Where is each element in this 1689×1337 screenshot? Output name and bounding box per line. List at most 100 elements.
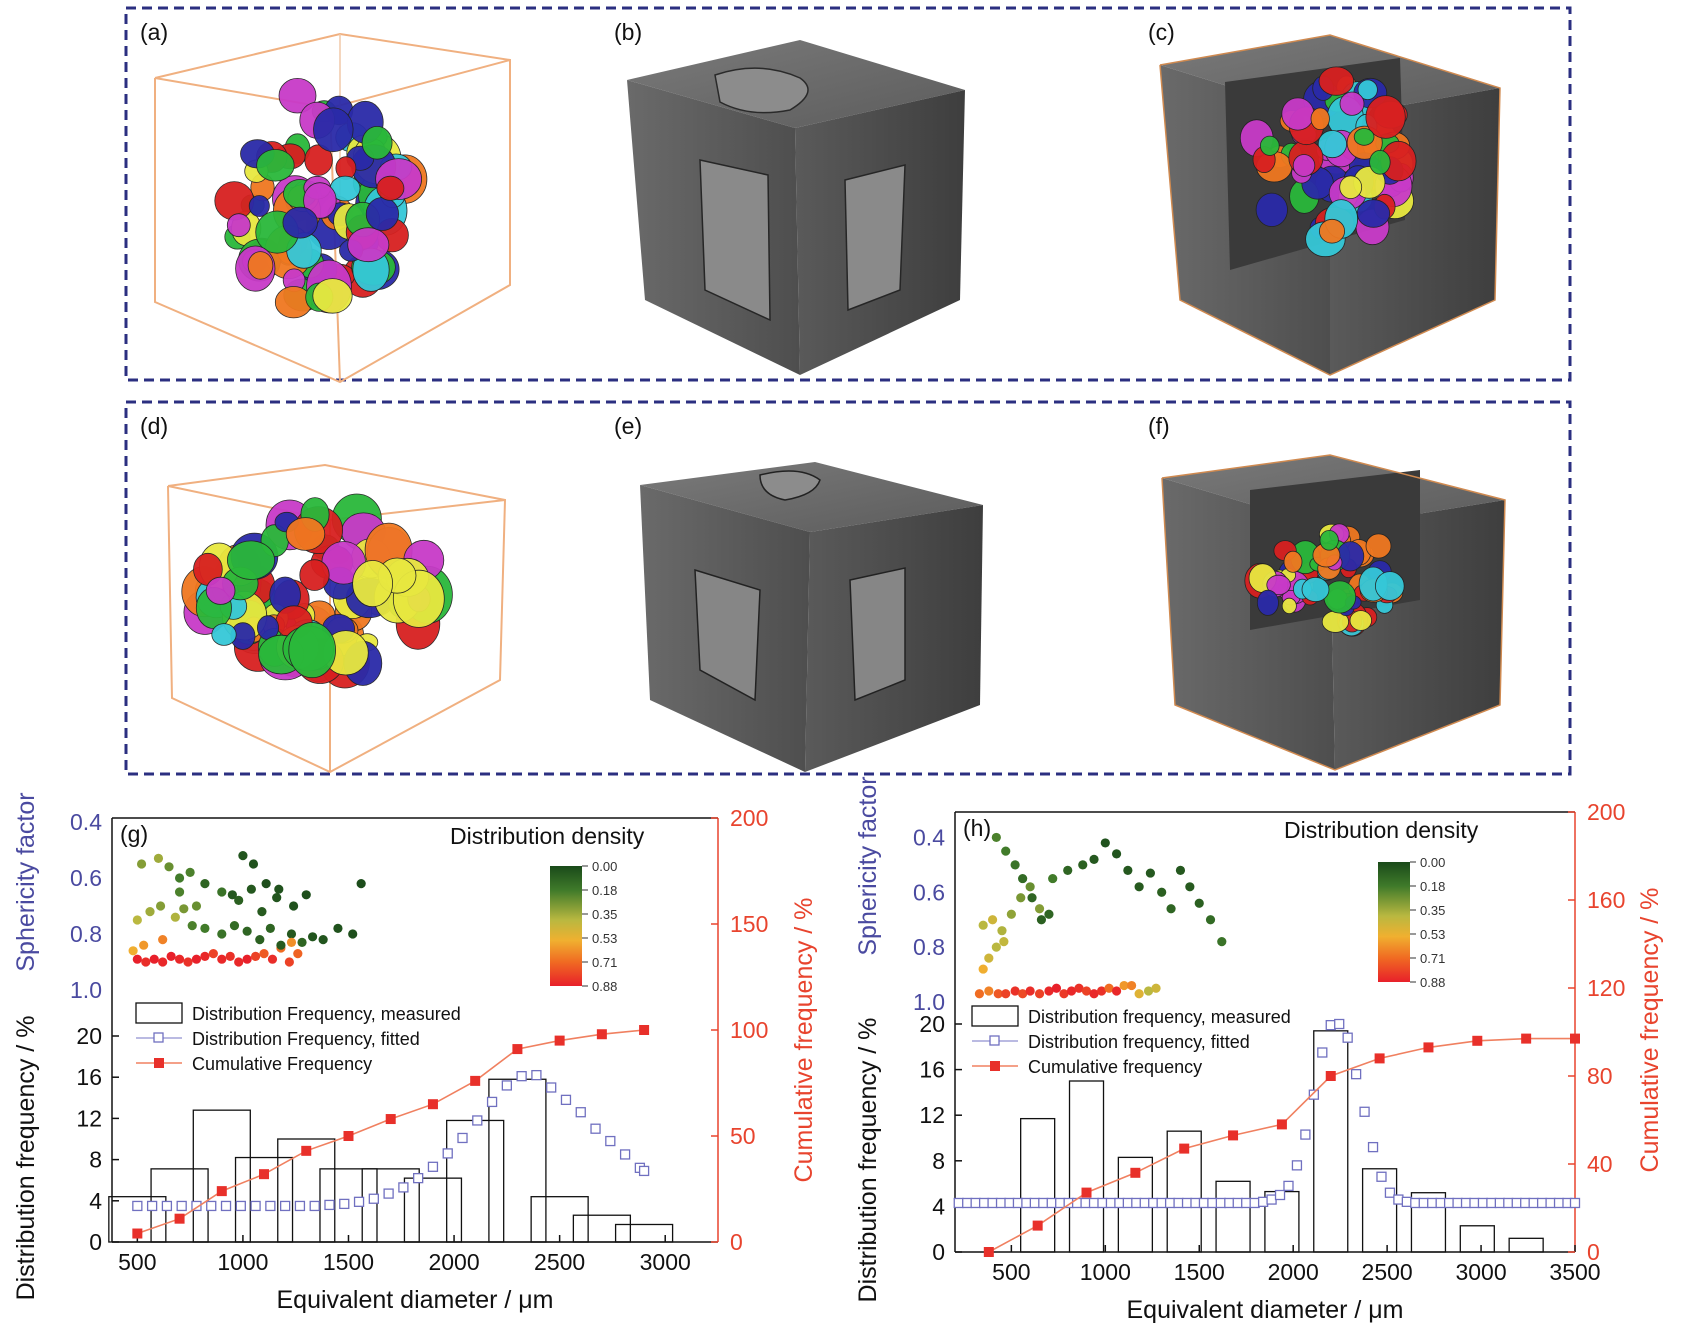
- sphericity-point: [174, 954, 185, 964]
- fitted-point: [531, 1069, 542, 1081]
- colorbar-tick-label: 0.35: [1420, 903, 1445, 918]
- x-axis-label: Equivalent diameter / μm: [276, 1286, 553, 1314]
- sphericity-point: [1016, 893, 1026, 903]
- y2-tick-label: 200: [730, 805, 768, 831]
- legend-measured-label: Distribution frequency, measured: [1028, 1007, 1291, 1027]
- fitted-point: [1224, 1197, 1235, 1209]
- sphericity-point: [149, 954, 159, 964]
- sphericity-point: [1034, 904, 1045, 914]
- panel-label-c: (c): [1148, 19, 1175, 45]
- sphericity-point: [997, 926, 1007, 936]
- fitted-point: [1569, 1197, 1581, 1209]
- pore-blob: [1256, 589, 1279, 616]
- measured-bar: [1020, 1117, 1056, 1253]
- x-tick-label: 1500: [1174, 1259, 1225, 1285]
- panel-label: (g): [120, 821, 148, 847]
- pore-blob: [312, 278, 353, 314]
- x-tick-label: 2500: [1362, 1259, 1413, 1285]
- fitted-point: [1097, 1197, 1108, 1209]
- measured-bar: [614, 1223, 674, 1243]
- legend-measured-label: Distribution Frequency, measured: [192, 1004, 461, 1024]
- cumulative-point: [1521, 1033, 1532, 1044]
- fitted-point: [161, 1200, 173, 1212]
- sphericity-point: [333, 923, 343, 934]
- fitted-point: [1012, 1197, 1024, 1209]
- fitted-point: [1131, 1197, 1142, 1209]
- distribution-density-title: Distribution density: [450, 823, 645, 849]
- sphericity-point: [191, 954, 202, 964]
- pore-blob: [313, 107, 354, 153]
- sphericity-point: [242, 954, 252, 964]
- sphericity-point: [1027, 893, 1037, 903]
- cube-render-f: [1161, 454, 1506, 771]
- sphericity-point: [145, 907, 155, 917]
- legend-measured-swatch: [135, 1002, 183, 1024]
- sphericity-tick-label: 0.4: [70, 809, 102, 835]
- y2-axis-label: Cumulative frequency / %: [790, 898, 818, 1183]
- sphericity-point: [246, 884, 256, 894]
- sphericity-point: [1145, 868, 1155, 878]
- x-tick-label: 3000: [640, 1249, 691, 1275]
- x-tick-label: 1500: [323, 1249, 374, 1275]
- fitted-point: [1156, 1197, 1167, 1209]
- sphericity-point: [1175, 865, 1186, 875]
- pore-blob: [1365, 533, 1392, 559]
- cumulative-point: [470, 1075, 481, 1086]
- colorbar-tick-label: 0.88: [592, 979, 617, 994]
- fitted-point: [1528, 1197, 1539, 1209]
- sphericity-axis-label: Sphericity factor: [854, 776, 882, 955]
- panel-label: (h): [963, 815, 991, 841]
- fitted-point: [1300, 1129, 1311, 1140]
- fitted-point: [546, 1082, 557, 1093]
- fitted-point: [1520, 1197, 1531, 1209]
- colorbar-tick-label: 0.00: [1420, 855, 1445, 870]
- fitted-point: [146, 1200, 158, 1212]
- sphericity-point: [1006, 909, 1016, 919]
- cumulative-point: [983, 1247, 994, 1257]
- fitted-point: [1494, 1197, 1505, 1209]
- sphericity-tick-label: 0.8: [70, 921, 102, 947]
- sphericity-point: [1066, 986, 1077, 996]
- sphericity-point: [261, 879, 271, 889]
- sphericity-point: [242, 926, 252, 936]
- sphericity-point: [984, 986, 994, 996]
- sphericity-point: [170, 912, 180, 922]
- sphericity-point: [217, 954, 227, 964]
- sphericity-point: [1185, 882, 1195, 892]
- y2-tick-label: 0: [1587, 1239, 1600, 1265]
- fitted-point: [1401, 1196, 1412, 1207]
- sphericity-point: [1048, 873, 1058, 884]
- sphericity-point: [132, 954, 142, 964]
- fitted-point: [294, 1200, 306, 1212]
- fitted-point: [1553, 1197, 1565, 1209]
- sphericity-point: [1044, 909, 1054, 919]
- sphericity-point: [155, 901, 166, 911]
- fitted-point: [1384, 1187, 1396, 1198]
- sphericity-point: [1036, 915, 1047, 925]
- sphericity-point: [153, 853, 164, 864]
- sphericity-point: [286, 937, 297, 948]
- sphericity-point: [1157, 887, 1167, 897]
- sphericity-point: [174, 887, 185, 897]
- colorbar-tick-label: 0.35: [592, 907, 617, 922]
- distribution-density-title: Distribution density: [1284, 817, 1479, 843]
- pore-blob: [299, 559, 330, 591]
- colorbar-tick-label: 0.18: [1420, 879, 1445, 894]
- pore-blob: [1353, 128, 1375, 146]
- sphericity-point: [200, 951, 210, 962]
- pore-blob: [226, 213, 251, 238]
- pore-blob: [1357, 79, 1378, 100]
- pore-blob: [365, 197, 399, 231]
- sphericity-point: [267, 954, 278, 964]
- x-tick-label: 3000: [1455, 1259, 1506, 1285]
- x-axis-label: Equivalent diameter / μm: [1126, 1296, 1403, 1324]
- sphericity-point: [288, 901, 299, 911]
- measured-bar: [403, 1177, 463, 1243]
- pore-blob: [1318, 66, 1354, 96]
- sphericity-point: [166, 951, 176, 962]
- fitted-point: [1148, 1197, 1159, 1209]
- sphericity-point: [174, 873, 185, 883]
- pore-blob: [347, 227, 390, 263]
- cumulative-point: [554, 1035, 565, 1046]
